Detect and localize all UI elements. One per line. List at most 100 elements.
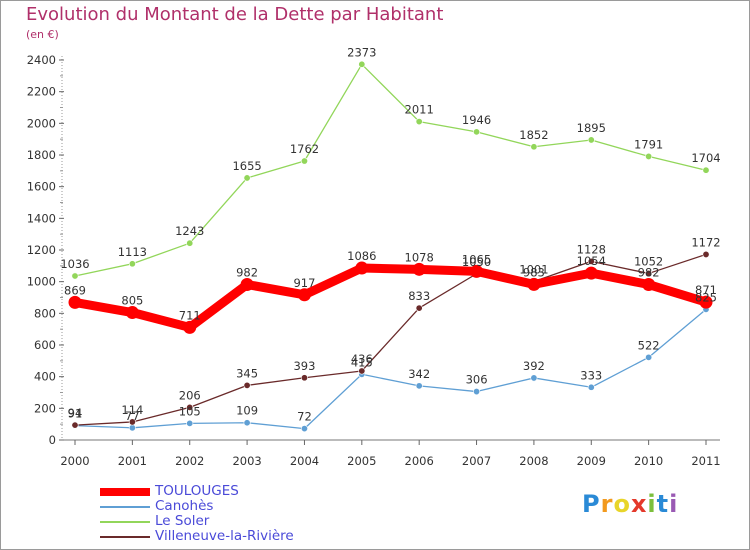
data-point [473, 388, 481, 396]
data-label: 436 [351, 352, 373, 366]
legend-swatch [100, 488, 150, 496]
data-label: 1172 [691, 235, 720, 249]
data-point [355, 261, 369, 275]
data-point [300, 157, 308, 165]
data-point [415, 118, 423, 126]
data-point [415, 304, 423, 312]
data-label: 1086 [347, 249, 376, 263]
legend-item: Villeneuve-la-Rivière [100, 528, 400, 544]
data-label: 982 [236, 266, 258, 280]
logo-letter: P [582, 490, 601, 518]
x-tick-label: 2006 [405, 454, 434, 468]
data-label: 105 [179, 404, 201, 418]
data-label: 1852 [519, 128, 548, 142]
data-point [71, 272, 79, 280]
legend-swatch [100, 521, 150, 523]
data-label: 982 [638, 266, 660, 280]
y-tick-label: 1800 [27, 148, 56, 162]
x-tick-label: 2010 [634, 454, 663, 468]
data-label: 306 [466, 373, 488, 387]
data-label: 342 [408, 367, 430, 381]
data-point [186, 239, 194, 247]
series-line-canoh-s [74, 308, 707, 430]
logo-letter: x [630, 490, 648, 518]
data-point [240, 278, 254, 292]
data-point [584, 266, 598, 280]
x-tick-label: 2011 [691, 454, 720, 468]
series-line-toulouges [70, 263, 711, 332]
chart-legend: TOULOUGES Canohès Le Soler Villeneuve-la-Ri… [100, 483, 400, 544]
data-point [645, 353, 653, 361]
data-label: 2011 [405, 103, 434, 117]
data-point [128, 260, 136, 268]
data-label: 1655 [232, 159, 261, 173]
data-point [587, 383, 595, 391]
data-point [71, 421, 79, 429]
data-point [412, 262, 426, 276]
data-point [527, 277, 541, 291]
data-label: 333 [580, 368, 602, 382]
data-label: 983 [523, 265, 545, 279]
series-line-le-soler [74, 63, 707, 277]
data-point [702, 166, 710, 174]
data-label: 1113 [118, 245, 147, 259]
legend-label: Canohès [155, 498, 214, 514]
data-point [243, 174, 251, 182]
y-tick-label: 800 [34, 306, 56, 320]
data-label: 833 [408, 289, 430, 303]
data-point [642, 278, 656, 292]
y-tick-label: 1600 [27, 180, 56, 194]
x-tick-label: 2004 [290, 454, 319, 468]
chart-title: Evolution du Montant de la Dette par Hab… [26, 4, 444, 25]
data-label: 805 [121, 294, 143, 308]
data-label: 392 [523, 359, 545, 373]
legend-swatch [100, 506, 150, 508]
data-label: 393 [293, 359, 315, 373]
data-label: 1036 [60, 257, 89, 271]
logo-letter: o [613, 490, 631, 518]
series-layer [68, 60, 713, 433]
data-label: 869 [64, 283, 86, 297]
data-point [243, 381, 251, 389]
data-label: 2373 [347, 45, 376, 59]
data-label: 917 [293, 276, 315, 290]
data-label: 77 [125, 409, 140, 423]
x-tick-label: 2003 [232, 454, 261, 468]
data-label: 825 [695, 290, 717, 304]
x-tick-label: 2008 [519, 454, 548, 468]
y-tick-label: 200 [34, 401, 56, 415]
logo-letter: i [647, 490, 657, 518]
data-label: 345 [236, 366, 258, 380]
data-point [587, 136, 595, 144]
data-point [358, 60, 366, 68]
data-labels-layer: 1036 1113 1243 1655 1762 2373 2011 1946 1852 1895… [60, 45, 720, 423]
legend-swatch [100, 536, 150, 538]
data-label: 206 [179, 388, 201, 402]
data-label: 1946 [462, 113, 491, 127]
series-line-villeneuve-la-rivi-re [74, 253, 707, 426]
data-label: 1762 [290, 142, 319, 156]
data-point [68, 295, 82, 309]
y-tick-label: 2400 [27, 53, 56, 67]
legend-label: Villeneuve-la-Rivière [155, 528, 294, 544]
data-label: 91 [68, 407, 83, 421]
data-point [128, 418, 136, 426]
chart-axes: 0 200 400 600 800 1000 1200 1400 1600 1800 2000 220… [27, 53, 721, 468]
data-point [183, 320, 197, 334]
data-point [128, 424, 136, 432]
data-point [699, 295, 713, 309]
data-label: 1128 [577, 242, 606, 256]
x-tick-label: 2002 [175, 454, 204, 468]
data-label: 1704 [691, 151, 720, 165]
legend-item: Canohès [100, 498, 400, 514]
y-tick-label: 400 [34, 370, 56, 384]
y-tick-label: 2200 [27, 85, 56, 99]
x-tick-label: 2001 [118, 454, 147, 468]
data-label: 522 [638, 338, 660, 352]
x-tick-label: 2007 [462, 454, 491, 468]
x-tick-label: 2009 [577, 454, 606, 468]
logo-letter: i [669, 490, 679, 518]
data-point [587, 257, 595, 265]
data-label: 94 [68, 406, 83, 420]
